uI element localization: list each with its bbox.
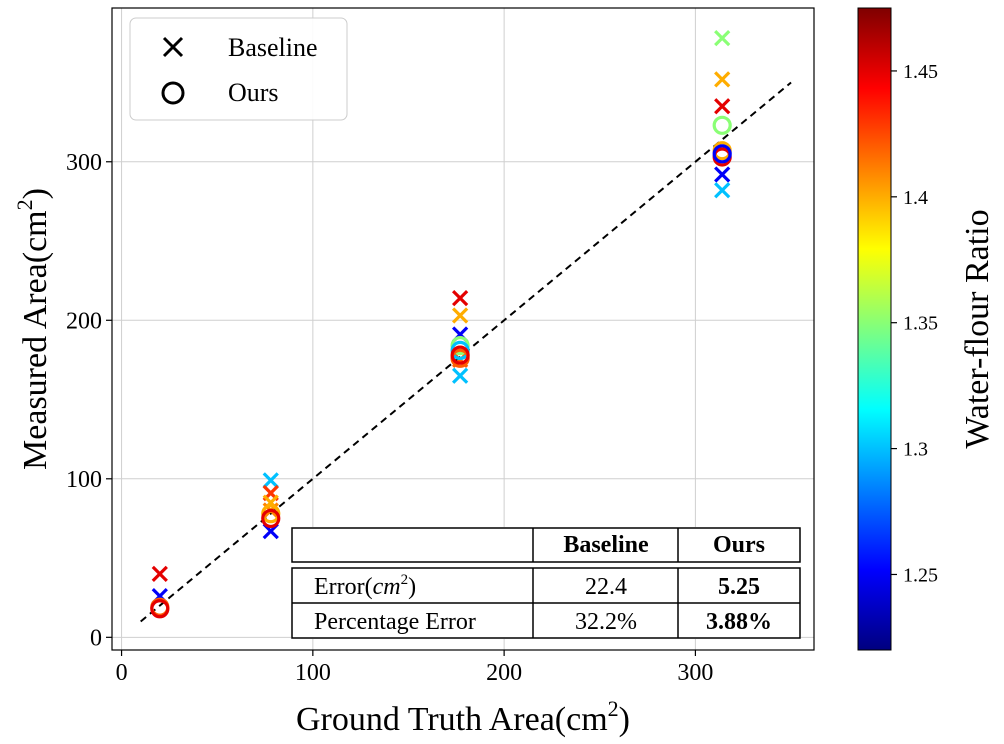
- baseline-point: [714, 166, 731, 183]
- baseline-point: [451, 307, 469, 324]
- x-tick-label: 100: [295, 660, 331, 686]
- axis-ticks: 0 100 200 300 0 100 200 300: [66, 150, 713, 686]
- y-tick-label: 0: [90, 625, 102, 651]
- plot-area: [111, 7, 815, 651]
- table-row-percent-label: Percentage Error: [314, 609, 476, 635]
- legend-baseline-marker: [162, 36, 184, 58]
- y-axis-label: Measured Area(cm2): [12, 188, 54, 470]
- ours-point: [712, 144, 732, 164]
- x-axis-label: Ground Truth Area(cm2): [296, 696, 630, 738]
- colorbar: 1.25 1.3 1.35 1.4 1.45 Water-flour Ratio: [857, 7, 996, 651]
- baseline-point: [451, 367, 469, 384]
- ours-point: [450, 345, 470, 365]
- table-header-box: [291, 527, 801, 563]
- baseline-point: [714, 71, 731, 88]
- x-tick-label: 0: [116, 660, 128, 686]
- colorbar-tick-label: 1.45: [903, 61, 938, 83]
- table-header-baseline: Baseline: [563, 532, 649, 558]
- table-row-percent-baseline: 32.2%: [575, 609, 637, 635]
- ours-point: [261, 508, 281, 529]
- y-tick-label: 300: [66, 150, 102, 176]
- colorbar-ticks: 1.25 1.3 1.35 1.4 1.45: [891, 61, 938, 586]
- data-points: [150, 29, 732, 619]
- table-row-error-label: Error(cm2): [314, 572, 416, 600]
- baseline-point: [714, 98, 731, 115]
- colorbar-tick-label: 1.35: [903, 313, 938, 335]
- legend-ours-marker: [161, 81, 185, 105]
- baseline-point: [714, 182, 731, 199]
- colorbar-label: Water-flour Ratio: [959, 209, 996, 448]
- colorbar-gradient: [857, 7, 892, 651]
- x-tick-label: 200: [486, 660, 522, 686]
- ours-point: [712, 115, 732, 135]
- ours-point: [150, 599, 170, 619]
- x-tick-label: 300: [677, 660, 713, 686]
- colorbar-tick-label: 1.3: [903, 439, 928, 461]
- error-table: Baseline Ours Error(cm2) 22.4 5.25 Perce…: [291, 527, 801, 639]
- baseline-point: [151, 565, 168, 583]
- legend: Baseline Ours: [129, 17, 348, 121]
- baseline-point: [714, 29, 731, 47]
- baseline-point: [262, 472, 279, 489]
- legend-ours-label: Ours: [228, 78, 279, 107]
- baseline-point: [451, 289, 469, 307]
- colorbar-tick-label: 1.25: [903, 564, 938, 586]
- table-row-percent-ours: 3.88%: [706, 609, 772, 635]
- table-row-error-ours: 5.25: [718, 574, 760, 600]
- y-tick-label: 200: [66, 308, 102, 334]
- colorbar-tick-label: 1.4: [903, 187, 928, 209]
- y-tick-label: 100: [66, 467, 102, 493]
- table-header-ours: Ours: [713, 532, 765, 558]
- table-background: [291, 527, 801, 639]
- legend-baseline-label: Baseline: [228, 33, 318, 62]
- table-row-error-baseline: 22.4: [585, 574, 627, 600]
